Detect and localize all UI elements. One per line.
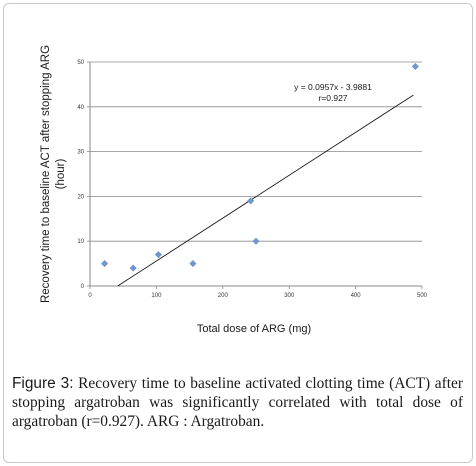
correlation-label: r=0.927 bbox=[318, 93, 347, 103]
figure-label: Figure 3: bbox=[12, 375, 74, 392]
x-tick-label: 200 bbox=[218, 293, 229, 299]
caption-text: Recovery time to baseline activated clot… bbox=[12, 375, 463, 430]
x-tick-label: 400 bbox=[351, 293, 362, 299]
y-axis-label-line2: (hour) bbox=[55, 158, 67, 189]
data-point-2 bbox=[129, 264, 137, 272]
data-point-7 bbox=[411, 62, 419, 71]
trendline-equation: y = 0.0957x - 3.9881 bbox=[294, 82, 372, 92]
grid-lines bbox=[90, 61, 422, 242]
trendline bbox=[117, 94, 414, 287]
y-tick-label: 0 bbox=[81, 284, 85, 290]
x-tick-label: 100 bbox=[151, 293, 162, 299]
x-tick-label: 500 bbox=[417, 293, 428, 299]
y-tick-label: 30 bbox=[77, 150, 84, 156]
figure-caption: Figure 3: Recovery time to baseline acti… bbox=[12, 374, 463, 431]
y-tick-label: 40 bbox=[77, 105, 84, 111]
y-axis-label-line1: Recovery time to baseline ACT after stop… bbox=[40, 45, 52, 303]
data-point-3 bbox=[154, 251, 162, 259]
y-tick-label: 10 bbox=[77, 239, 84, 245]
x-tick-label: 0 bbox=[88, 293, 92, 299]
y-tick-label: 50 bbox=[77, 60, 84, 66]
x-ticks: 0 100 200 300 400 500 bbox=[88, 286, 428, 299]
y-ticks: 0 10 20 30 40 50 bbox=[77, 60, 90, 290]
data-point-4 bbox=[189, 260, 197, 268]
data-points bbox=[101, 62, 419, 272]
x-tick-label: 300 bbox=[284, 293, 295, 299]
data-point-5 bbox=[247, 197, 255, 205]
x-axis-label: Total dose of ARG (mg) bbox=[197, 323, 311, 335]
data-point-6 bbox=[252, 237, 260, 245]
data-point-1 bbox=[101, 260, 109, 268]
figure-frame bbox=[3, 3, 473, 463]
y-tick-label: 20 bbox=[77, 194, 84, 200]
